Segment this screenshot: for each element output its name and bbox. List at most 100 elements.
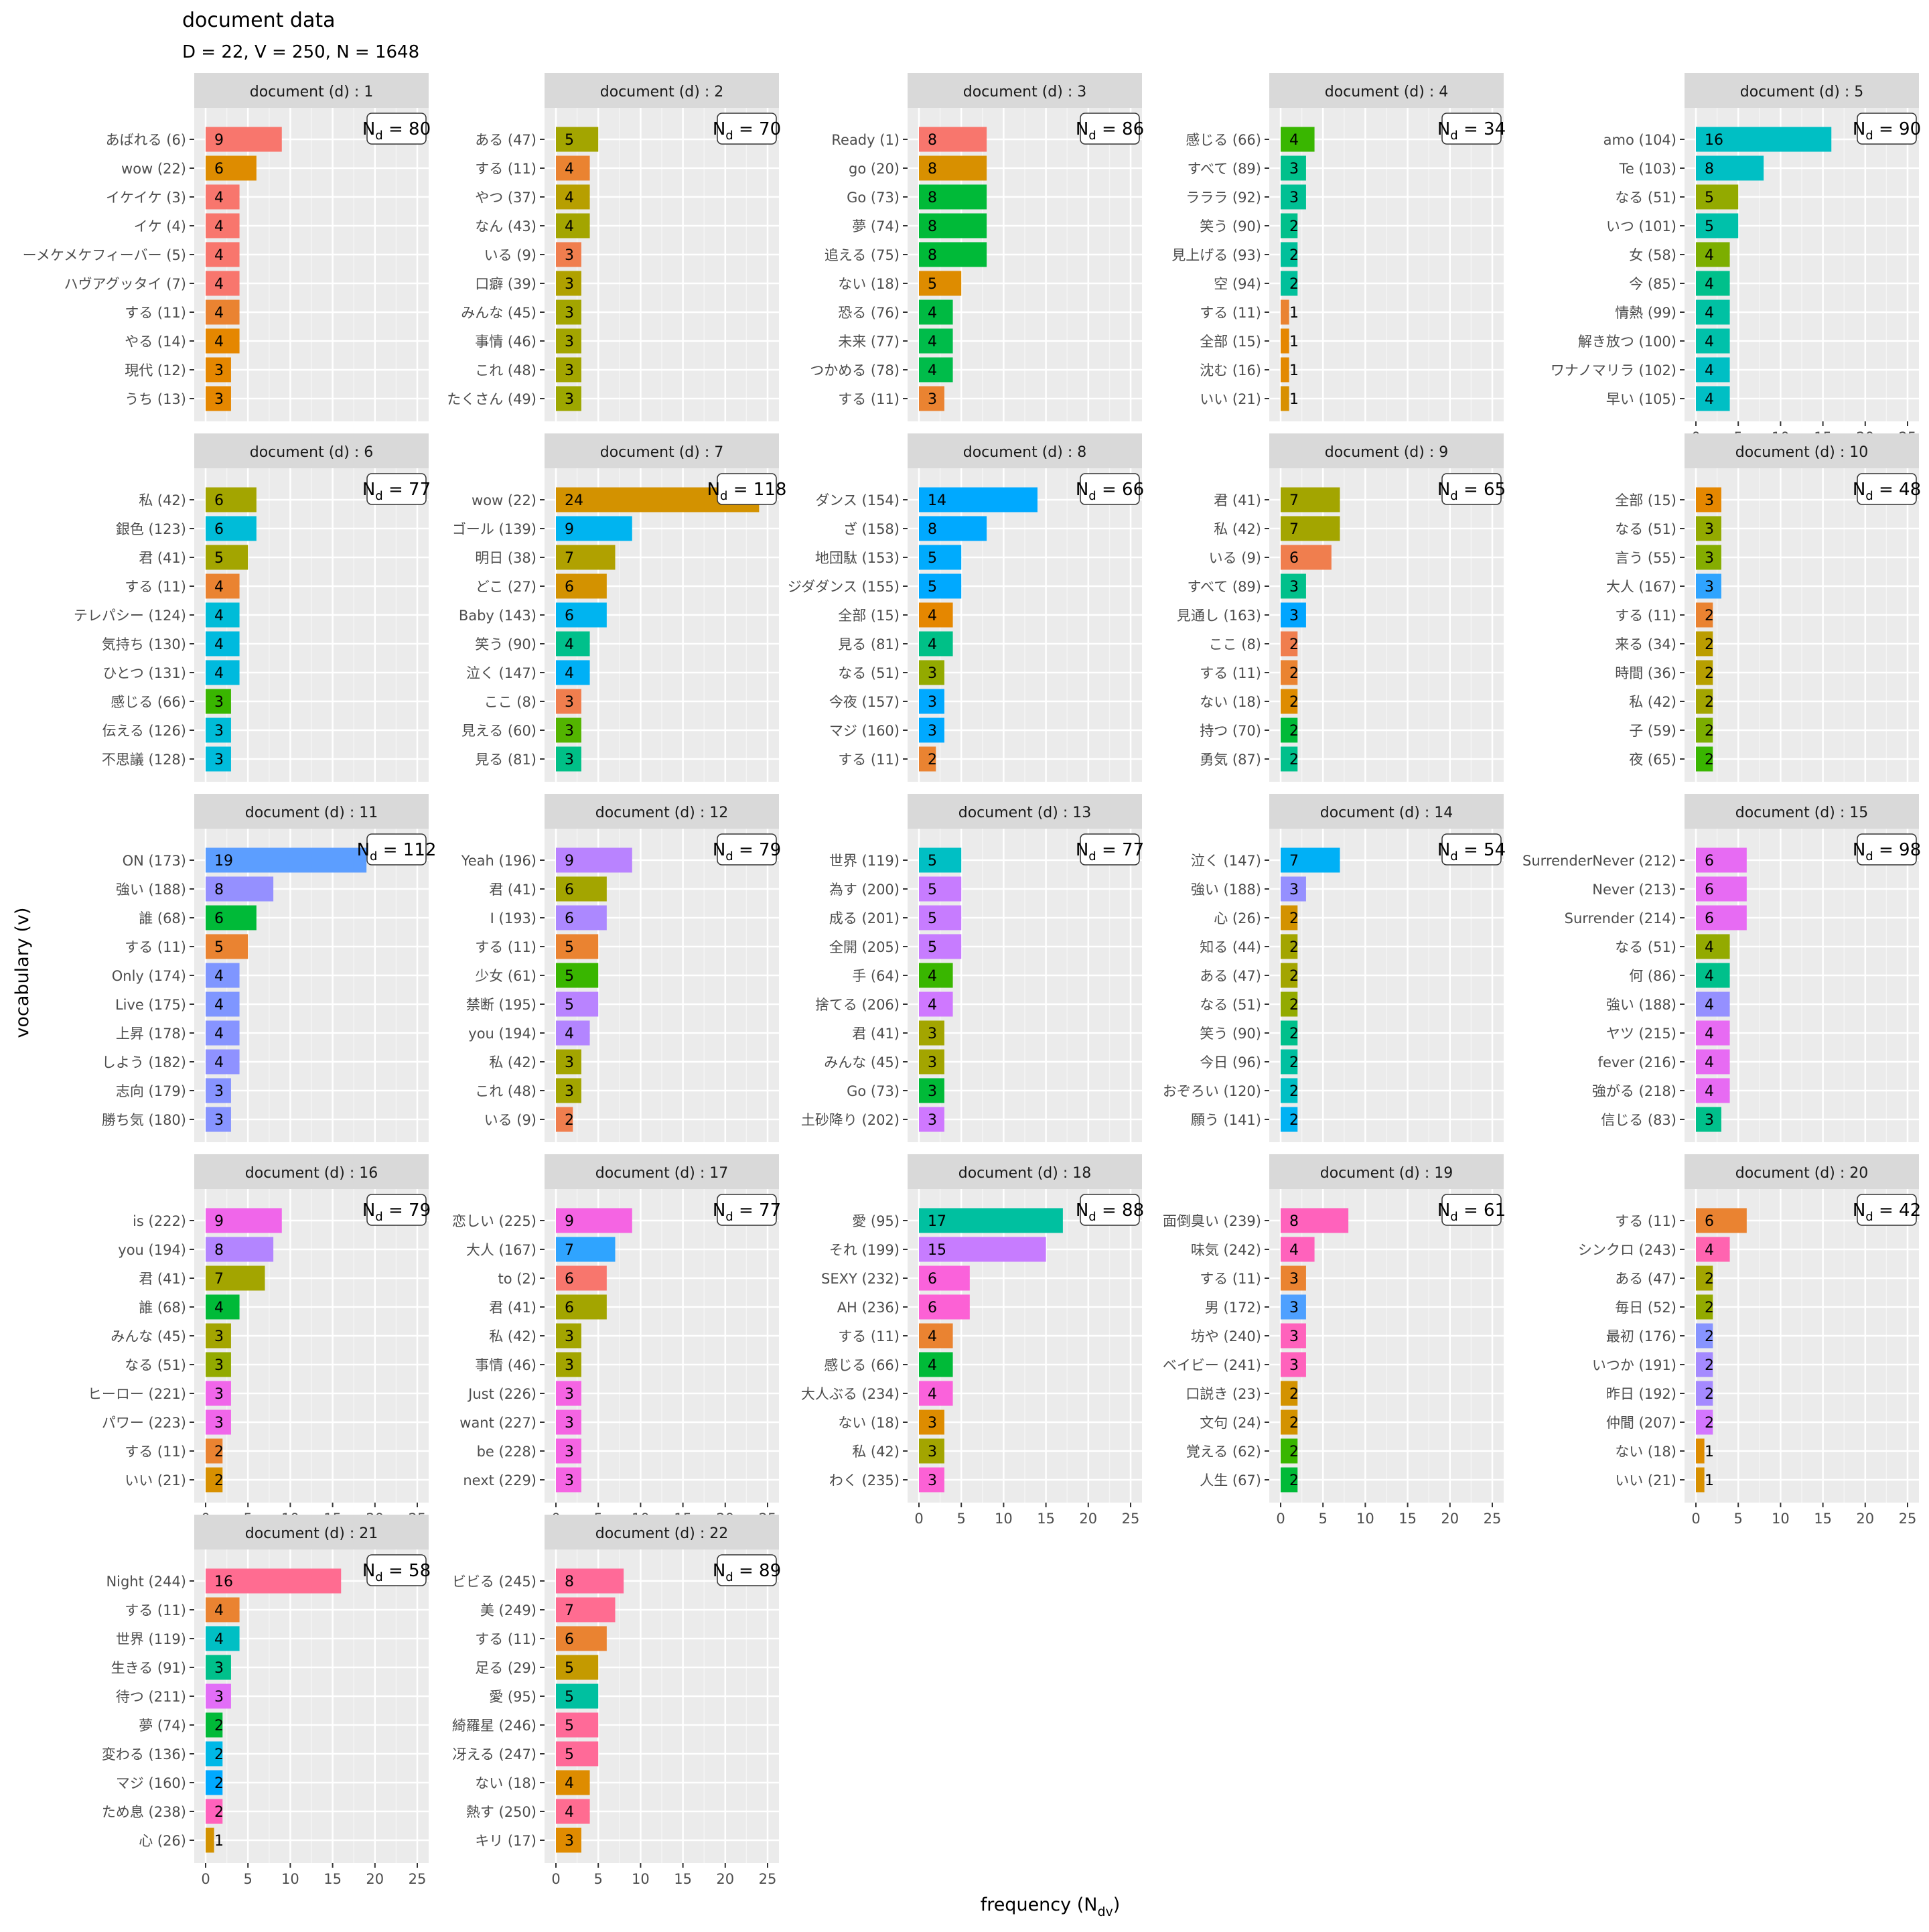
bar: [1281, 184, 1306, 210]
y-tick-label: 笑う (90): [475, 636, 537, 652]
nd-label-n: N: [362, 1561, 375, 1581]
facet-strip-label: document (d) : 3: [963, 84, 1087, 100]
bar: [206, 1352, 231, 1377]
bar: [556, 905, 607, 930]
bar: [556, 271, 581, 296]
facet-strip: [1685, 73, 1919, 108]
bar-value-label: 4: [214, 305, 224, 322]
bar: [1696, 184, 1739, 210]
y-tick-label: 覚える (62): [1186, 1444, 1261, 1460]
bar-value-label: 4: [214, 1054, 224, 1071]
bar-value-label: 2: [1289, 1112, 1299, 1129]
facet-panel-doc-7: document (d) : 7 24 wow (22) 9 ゴール (139) 7 明日 …: [452, 433, 786, 782]
y-tick-label: なる (51): [1615, 521, 1676, 537]
y-tick-label: する (11): [125, 1602, 186, 1618]
y-tick-label: 熱す (250): [466, 1804, 537, 1820]
bar: [919, 1352, 953, 1377]
bar-value-label: 3: [1705, 521, 1714, 538]
bar: [556, 746, 581, 772]
y-tick-label: 坊や (240): [1191, 1328, 1261, 1344]
nd-label-box: [1441, 1194, 1502, 1226]
bar: [556, 299, 581, 325]
y-tick-label: ビビる (245): [452, 1574, 537, 1590]
y-tick-label: おぞろい (120): [1163, 1083, 1261, 1099]
bar: [1281, 905, 1298, 930]
bar: [556, 386, 581, 411]
y-tick-label: 成る (201): [829, 910, 900, 926]
nd-label: Nd = 34: [1437, 119, 1506, 143]
bar: [556, 545, 616, 570]
y-tick-label: 信じる (83): [1601, 1112, 1676, 1128]
nd-label-value: = 61: [1458, 1200, 1506, 1221]
facet-strip-label: document (d) : 21: [245, 1525, 378, 1542]
bar-value-label: 3: [565, 694, 574, 711]
y-tick-label: いつか (191): [1592, 1357, 1676, 1373]
bar: [556, 1467, 581, 1493]
facet-strip: [545, 1154, 779, 1189]
bar-value-label: 2: [1289, 997, 1299, 1014]
facet-strip: [194, 433, 429, 468]
bar-value-label: 2: [1289, 723, 1299, 740]
y-tick-label: 誰 (68): [139, 910, 186, 926]
y-tick-label: 今 (85): [1629, 276, 1676, 292]
bar-value-label: 3: [214, 694, 224, 711]
bar: [206, 1683, 231, 1709]
nd-label-n: N: [707, 480, 720, 500]
bar: [1281, 155, 1306, 181]
nd-label-value: = 86: [1096, 119, 1144, 139]
bar-value-label: 3: [214, 1083, 224, 1100]
bar-value-label: 3: [928, 391, 937, 408]
nd-label-n: N: [1853, 1200, 1865, 1221]
y-tick-label: みんな (45): [461, 305, 537, 321]
y-tick-label: 強がる (218): [1592, 1083, 1676, 1099]
bar: [1696, 689, 1713, 714]
bar: [1696, 242, 1730, 267]
nd-label-box: [1857, 113, 1917, 145]
bar-value-label: 4: [928, 305, 937, 322]
y-tick-label: is (222): [133, 1213, 186, 1229]
y-tick-label: ここ (8): [484, 694, 537, 710]
nd-label-value: = 58: [383, 1561, 431, 1581]
bar: [919, 876, 962, 902]
bar: [206, 184, 240, 210]
bar: [1281, 963, 1298, 988]
facet-strip: [1685, 433, 1919, 468]
bar: [1696, 1467, 1705, 1493]
nd-label: Nd = 112: [357, 840, 437, 864]
nd-label-sub: d: [1865, 849, 1873, 864]
y-tick-label: 愛 (95): [852, 1213, 900, 1229]
bar-value-label: 5: [928, 579, 937, 596]
bar-value-label: 4: [1705, 997, 1714, 1014]
bar-value-label: 4: [1705, 1026, 1714, 1042]
bar-value-label: 1: [1289, 362, 1299, 379]
nd-label-box: [366, 1194, 427, 1226]
bar-value-label: 3: [565, 1444, 574, 1460]
bar: [919, 934, 962, 959]
bar-value-label: 8: [928, 521, 937, 538]
bar-value-label: 4: [214, 997, 224, 1014]
facet-strip-label: document (d) : 7: [600, 444, 724, 461]
y-tick-label: なる (51): [1200, 997, 1261, 1013]
facet-panel-doc-18: document (d) : 18 17 愛 (95) 15 それ (199) 6 SEXY…: [801, 1154, 1144, 1527]
facet-panel-doc-6: document (d) : 6 6 私 (42) 6 銀色 (123) 5 君 (41) 4…: [74, 433, 431, 782]
nd-label-sub: d: [725, 1210, 733, 1224]
y-tick-label: 世界 (119): [829, 853, 900, 869]
bar: [556, 1265, 607, 1291]
bar: [206, 934, 248, 959]
bar-value-label: 6: [565, 579, 574, 596]
y-tick-label: 不思議 (128): [102, 752, 186, 768]
bar: [556, 1237, 616, 1262]
x-tick-label: 20: [366, 1871, 384, 1887]
bar-value-label: 16: [1705, 132, 1723, 149]
x-tick-label: 25: [759, 1871, 777, 1887]
bar-value-label: 2: [1289, 1415, 1299, 1432]
facet-strip: [194, 794, 429, 829]
nd-label-sub: d: [1450, 1210, 1457, 1224]
bar-value-label: 4: [214, 276, 224, 293]
nd-label-n: N: [1437, 1200, 1450, 1221]
y-tick-label: うち (13): [125, 391, 186, 407]
y-tick-label: ない (18): [1200, 694, 1261, 710]
bar: [919, 1265, 970, 1291]
y-tick-label: 感じる (66): [824, 1357, 900, 1373]
bar: [206, 516, 257, 541]
